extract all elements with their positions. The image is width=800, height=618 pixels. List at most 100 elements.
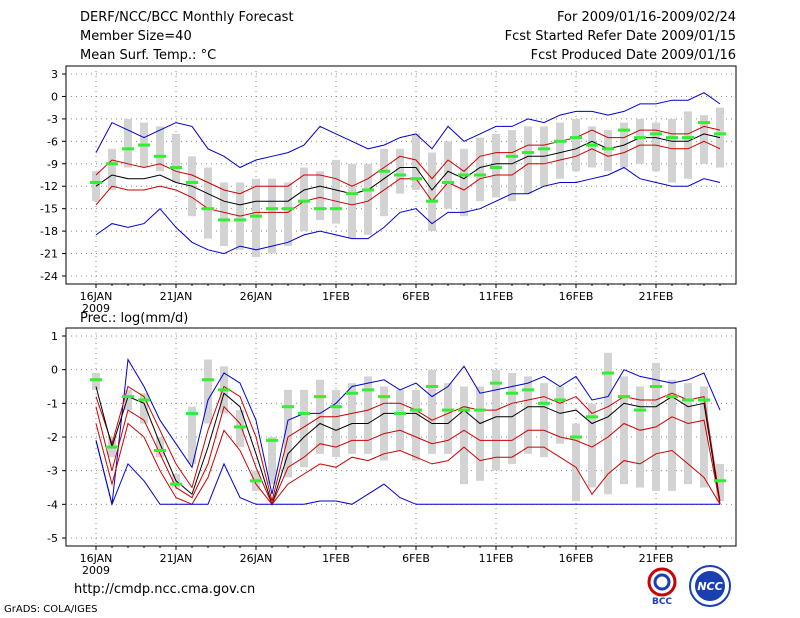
ensemble-box: [204, 167, 212, 239]
temp-variable-label: Mean Surf. Temp.: °C: [80, 48, 217, 63]
svg-text:BCC: BCC: [652, 597, 672, 606]
y-tick-label: -9: [47, 158, 58, 171]
ensemble-box: [124, 389, 132, 411]
ensemble-box: [636, 386, 644, 488]
x-tick-label: 21JAN: [160, 290, 193, 303]
ensemble-box: [476, 137, 484, 202]
x-tick-label: 16FEB: [559, 552, 594, 565]
ensemble-box: [492, 133, 500, 198]
ensemble-box: [492, 369, 500, 471]
chart-title: DERF/NCC/BCC Monthly Forecast: [80, 10, 294, 25]
ensemble-box: [300, 389, 308, 468]
ensemble-box: [252, 178, 260, 258]
ensemble-box: [524, 376, 532, 454]
ensemble-box: [556, 386, 564, 444]
ensemble-box: [332, 389, 340, 458]
ensemble-box: [604, 352, 612, 495]
y-tick-label: 0: [51, 364, 58, 377]
plot-frame: [65, 65, 737, 285]
y-tick-label: -18: [40, 225, 58, 238]
ensemble-box: [636, 118, 644, 164]
x-tick-label: 26JAN: [240, 552, 273, 565]
ensemble-box: [412, 133, 420, 190]
ensemble-box: [172, 133, 180, 183]
ensemble-box: [476, 386, 484, 481]
ensemble-box: [364, 163, 372, 235]
source-url[interactable]: http://cmdp.ncc.cma.gov.cn: [74, 582, 256, 597]
x-tick-label: 16FEB: [559, 290, 594, 303]
ensemble-box: [508, 373, 516, 464]
x-tick-label: 26JAN: [240, 290, 273, 303]
x-year-label: 2009: [82, 564, 110, 577]
y-tick-label: -2: [47, 431, 58, 444]
ensemble-box: [620, 376, 628, 485]
series-p75-line: [95, 125, 721, 195]
y-tick-label: 1: [51, 330, 58, 343]
precip-variable-label: Prec.: log(mm/d): [80, 311, 188, 326]
series-median-line: [95, 386, 721, 506]
y-tick-label: 3: [51, 68, 58, 81]
ensemble-box: [412, 389, 420, 461]
y-tick-label: -4: [47, 498, 58, 511]
ensemble-box: [284, 182, 292, 247]
y-tick-label: -1: [47, 397, 58, 410]
y-tick-label: -3: [47, 465, 58, 478]
ensemble-box: [652, 122, 660, 172]
ensemble-box: [220, 182, 228, 247]
ensemble-box: [700, 386, 708, 488]
ensemble-box: [460, 148, 468, 217]
y-tick-label: -21: [40, 248, 58, 261]
ensemble-box: [588, 126, 596, 168]
ncc-logo: NCC: [689, 565, 731, 607]
ensemble-box: [716, 463, 724, 501]
x-year-label: 2009: [82, 302, 110, 315]
ensemble-box: [700, 115, 708, 164]
ensemble-box: [540, 383, 548, 458]
x-tick-label: 11FEB: [479, 552, 514, 565]
y-tick-label: -3: [47, 113, 58, 126]
series-max-line: [95, 358, 721, 505]
forecast-produced-date: Fcst Produced Date 2009/01/16: [530, 48, 736, 63]
ensemble-box: [156, 126, 164, 172]
y-tick-label: -15: [40, 203, 58, 216]
ensemble-box: [348, 383, 356, 454]
ensemble-box: [444, 141, 452, 209]
ensemble-box: [396, 389, 404, 451]
ensemble-box: [428, 152, 436, 232]
ensemble-box: [284, 389, 292, 478]
ensemble-box: [668, 379, 676, 491]
series-min-line: [95, 166, 721, 255]
ensemble-box: [508, 130, 516, 202]
ensemble-box: [444, 383, 452, 454]
x-tick-label: 6FEB: [402, 290, 430, 303]
y-tick-label: -6: [47, 135, 58, 148]
series-p05-line: [95, 422, 721, 506]
ensemble-box: [108, 148, 116, 190]
series-min-line: [95, 440, 720, 506]
series-median-line: [95, 133, 721, 206]
ensemble-box: [156, 437, 164, 458]
panel-precipitation: 1 0 -1 -2 -3 -4 -5 16JAN 21JAN 26JAN 1FEB 6FEB 11FEB…: [47, 327, 737, 577]
ensemble-box: [316, 171, 324, 220]
ensemble-box: [140, 393, 148, 424]
ensemble-box: [460, 386, 468, 485]
x-tick-label: 1FEB: [322, 552, 350, 565]
ensemble-box: [348, 163, 356, 239]
ensemble-box: [380, 148, 388, 217]
ensemble-box: [364, 376, 372, 454]
series-max-line: [95, 92, 721, 169]
series-p75-line: [95, 385, 721, 502]
member-size: Member Size=40: [80, 29, 192, 44]
y-tick-label: -12: [40, 180, 58, 193]
grads-credit: GrADS: COLA/IGES: [4, 604, 98, 615]
ensemble-box: [684, 111, 692, 179]
y-tick-label: -5: [47, 532, 58, 545]
forecast-started-date: Fcst Started Refer Date 2009/01/15: [504, 29, 736, 44]
ensemble-box: [380, 386, 388, 461]
ensemble-box: [588, 403, 596, 488]
ensemble-box: [428, 369, 436, 454]
x-tick-label: 6FEB: [402, 552, 430, 565]
x-tick-label: 16JAN: [80, 552, 113, 565]
panel-temperature: 3 0 -3 -6 -9 -12 -15 -18 -21 -24 16JAN 21JAN 26JAN 1F…: [40, 65, 737, 315]
